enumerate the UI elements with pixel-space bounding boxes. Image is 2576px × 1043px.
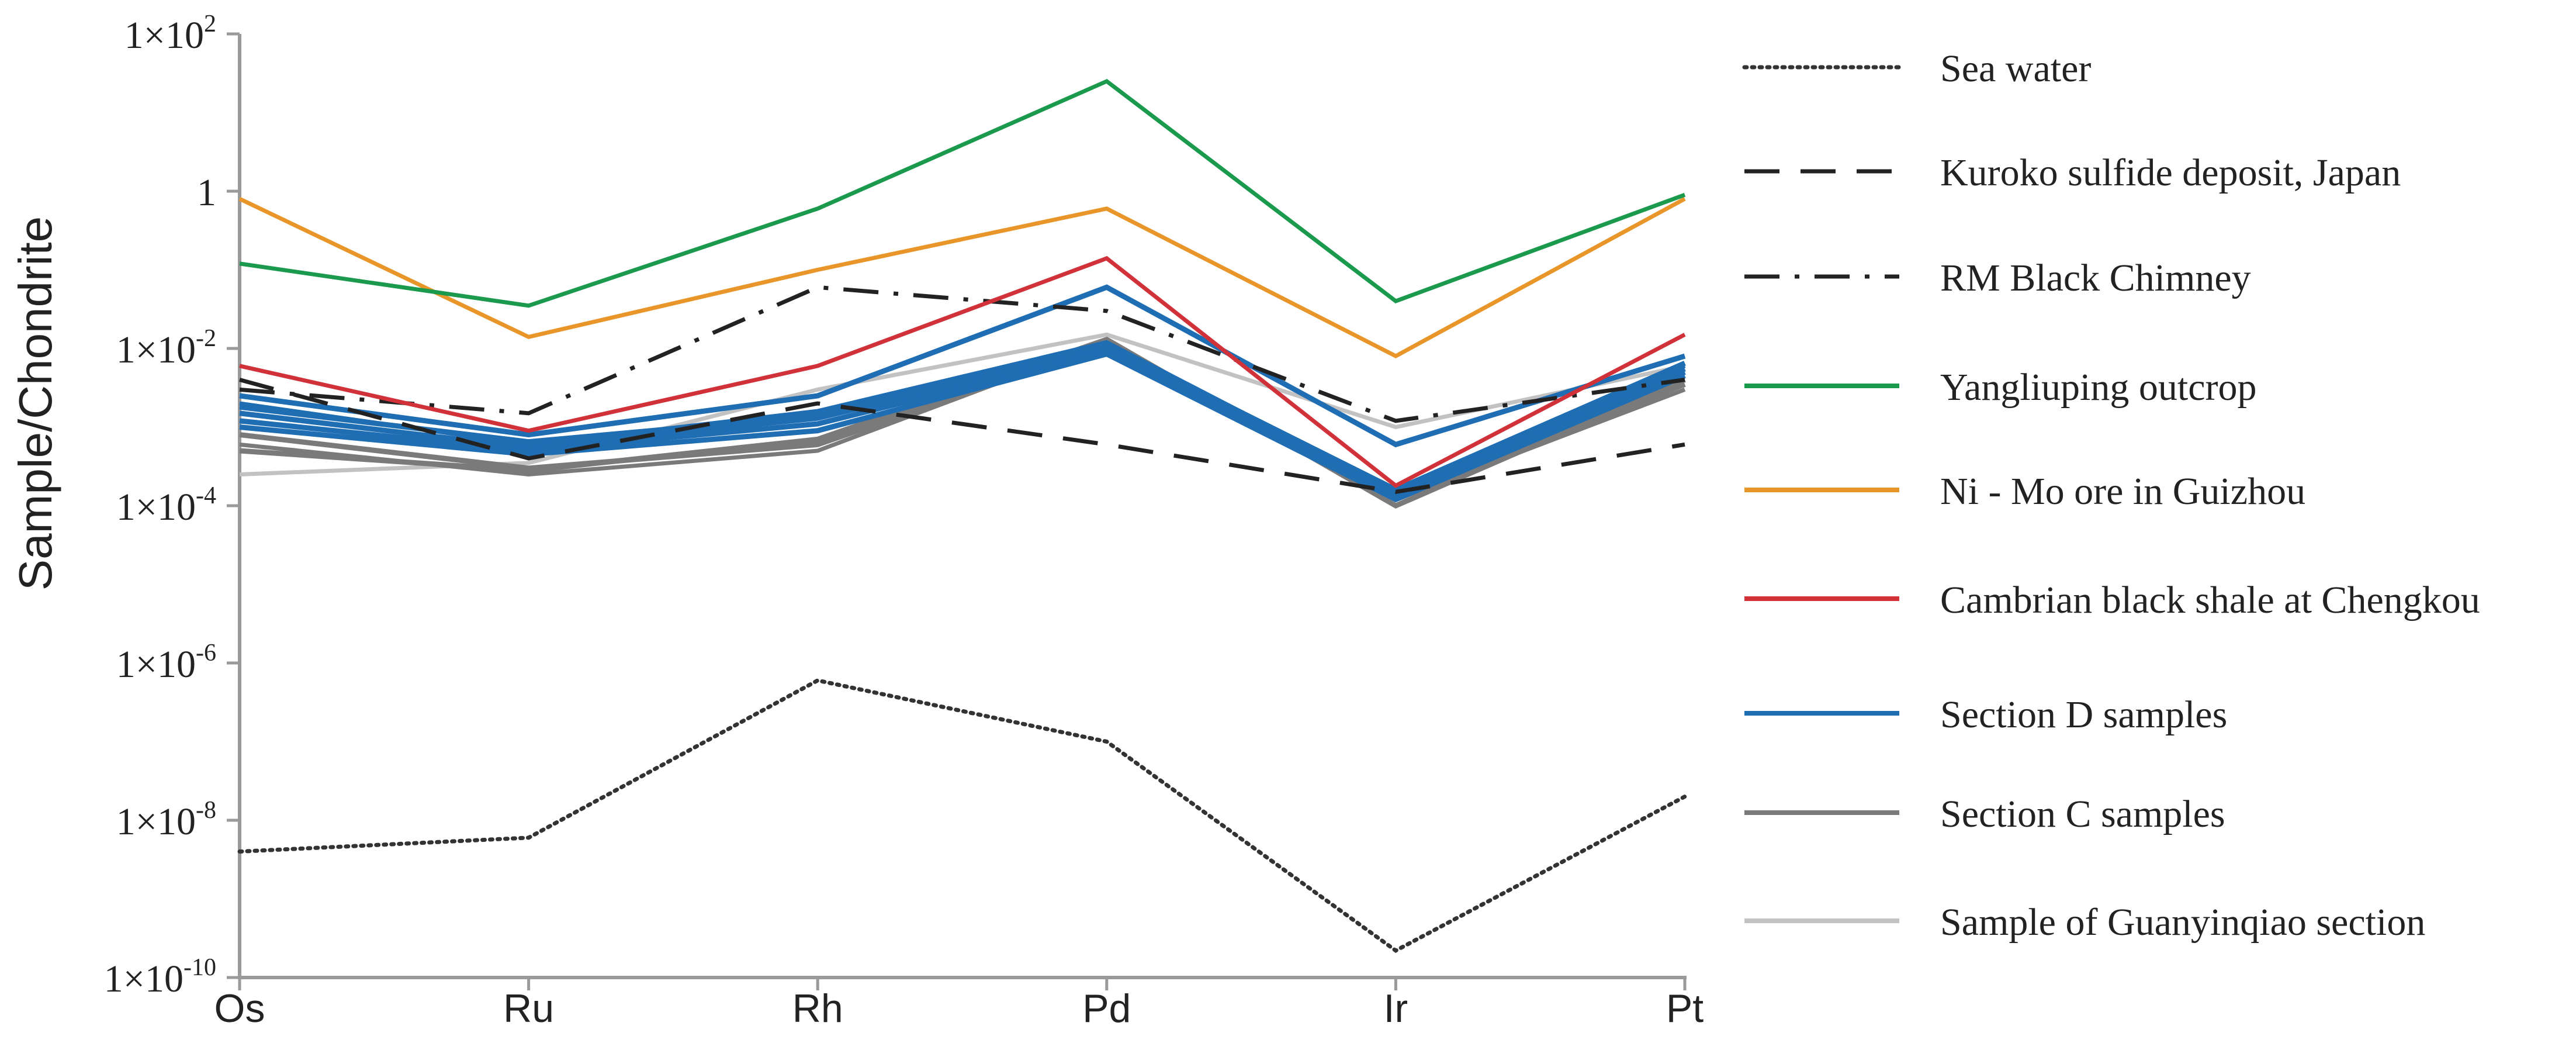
series-line-kuroko-sulfide-deposit-japan: [239, 378, 1685, 494]
y-tick-label: 1: [197, 171, 216, 214]
legend-label-cambrian-black-shale-at-chengkou: Cambrian black shale at Chengkou: [1940, 579, 2480, 621]
x-tick-label: Pd: [1082, 986, 1131, 1031]
legend-label-sea-water: Sea water: [1940, 47, 2091, 90]
legend-label-section-d-samples: Section D samples: [1940, 693, 2227, 736]
y-tick-label: 1×10-10: [104, 954, 216, 1000]
x-tick-label: Rh: [792, 986, 843, 1031]
x-tick-label: Ru: [503, 986, 554, 1031]
legend-label-kuroko-sulfide-deposit-japan: Kuroko sulfide deposit, Japan: [1940, 151, 2401, 194]
legend-label-sample-of-guanyinqiao-section: Sample of Guanyinqiao section: [1940, 901, 2425, 944]
y-axis-label: Sample/Chondrite: [9, 216, 61, 590]
series-line-rm-black-chimney: [239, 285, 1685, 423]
series-line-section-d-samples: [239, 351, 1686, 503]
series-line-ni-mo-ore-in-guizhou: [238, 196, 1686, 358]
x-tick-label: Pt: [1666, 986, 1704, 1031]
series-line-section-d-samples: [239, 340, 1686, 495]
series-line-sample-of-guanyinqiao-section: [239, 332, 1685, 476]
legend-label-yangliuping-outcrop: Yangliuping outcrop: [1940, 366, 2256, 409]
legend-label-rm-black-chimney: RM Black Chimney: [1940, 257, 2251, 299]
y-tick-label: 1×102: [124, 11, 216, 57]
series-line-sea-water: [237, 678, 1687, 954]
x-tick-label: Os: [214, 986, 265, 1031]
series-line-yangliuping-outcrop: [239, 78, 1686, 308]
x-tick-label: Ir: [1384, 986, 1408, 1031]
y-tick-label: 1×10-6: [116, 640, 216, 686]
y-tick-label: 1×10-4: [116, 482, 216, 529]
series-line-cambrian-black-shale-at-chengkou: [239, 255, 1686, 488]
series-line-section-d-samples: [239, 284, 1686, 448]
y-tick-label: 1×10-8: [116, 797, 216, 843]
y-tick-label: 1×10-2: [116, 325, 216, 371]
legend-label-ni-mo-ore-in-guizhou: Ni - Mo ore in Guizhou: [1940, 470, 2305, 513]
legend-label-section-c-samples: Section C samples: [1940, 793, 2225, 835]
